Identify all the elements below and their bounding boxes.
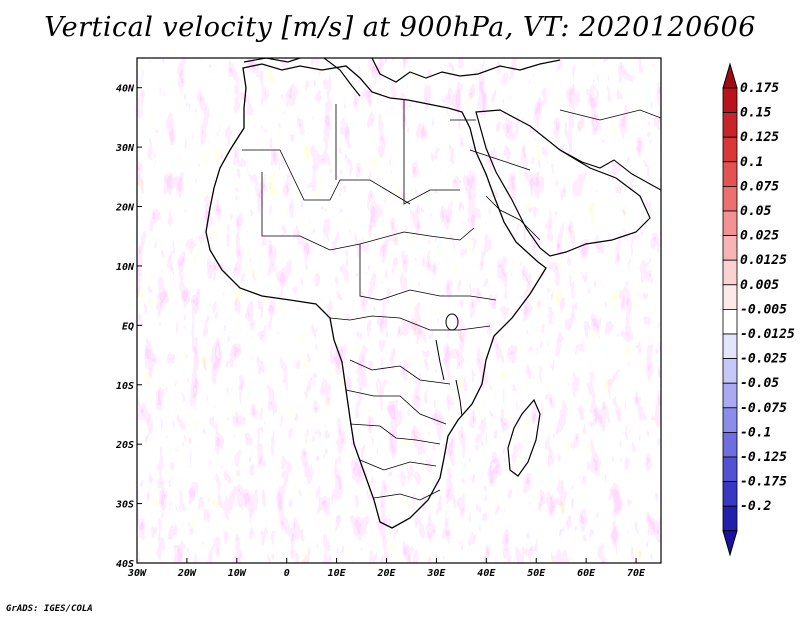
lon-tick-label: 60E xyxy=(577,568,596,579)
colorbar-swatch xyxy=(722,308,738,335)
lon-tick-label: 0 xyxy=(284,568,290,579)
colorbar-label: 0.15 xyxy=(740,106,771,121)
velocity-field xyxy=(137,58,661,563)
lat-tick-label: 20N xyxy=(115,203,135,214)
colorbar-label: -0.0125 xyxy=(740,327,795,342)
lat-tick-label: 40N xyxy=(116,84,135,95)
colorbar-label: 0.005 xyxy=(740,278,779,293)
lat-tick-label: 20S xyxy=(115,440,134,451)
colorbar-label: -0.05 xyxy=(740,376,779,391)
colorbar-swatch xyxy=(722,259,738,286)
lon-tick-label: 10W xyxy=(228,568,247,579)
colorbar-swatch xyxy=(722,87,738,114)
lat-tick-label: EQ xyxy=(122,321,134,332)
lat-tick-label: 10N xyxy=(116,262,135,273)
lon-tick-label: 70E xyxy=(627,568,646,579)
lat-tick-label: 40S xyxy=(116,559,134,570)
colorbar-label: -0.1 xyxy=(740,425,771,440)
country-borders xyxy=(242,100,661,501)
lon-tick-label: 50E xyxy=(527,568,546,579)
colorbar-label: -0.125 xyxy=(740,450,787,465)
map-overlay xyxy=(205,58,661,529)
lon-axis: 30W 20W 10W 0 10E 20E 30E 40E 50E 60E 70E xyxy=(127,558,646,579)
lon-tick-label: 30E xyxy=(426,568,446,579)
colorbar-swatch xyxy=(722,382,738,409)
colorbar-label: -0.005 xyxy=(740,302,787,317)
lon-tick-label: 20E xyxy=(376,568,396,579)
colorbar-top-arrow xyxy=(722,62,738,89)
plot-frame xyxy=(136,57,662,564)
colorbar-swatch xyxy=(722,333,738,360)
colorbar-swatch xyxy=(722,210,738,237)
colorbar-swatch xyxy=(722,112,738,138)
colorbar-swatch xyxy=(722,136,738,163)
lon-tick-label: 40E xyxy=(477,568,496,579)
colorbar-swatch xyxy=(722,284,738,310)
plot-area: 30W 20W 10W 0 10E 20E 30E 40E 50E 60E 70E 40N 30N 20… xyxy=(115,57,662,579)
colorbar-label: 0.025 xyxy=(740,229,779,244)
colorbar-label: 0.1 xyxy=(740,155,763,170)
lakes xyxy=(435,313,463,417)
colorbar-swatch xyxy=(722,481,738,507)
chart-title: Vertical velocity [m/s] at 900hPa, VT: 2… xyxy=(44,12,756,43)
colorbar-swatch xyxy=(722,407,738,433)
persian-gulf-coastline xyxy=(559,149,661,191)
lat-axis: 40N 30N 20N 10N EQ 10S 20S 30S 40S xyxy=(115,84,142,570)
lat-tick-label: 30N xyxy=(115,143,135,154)
colorbar-label: 0.05 xyxy=(740,204,771,219)
colorbar-label: 0.125 xyxy=(740,130,779,145)
lat-tick-label: 10S xyxy=(116,381,134,392)
colorbar-swatch xyxy=(722,161,738,187)
colorbar-label: -0.025 xyxy=(740,352,787,367)
lon-tick-label: 20W xyxy=(177,568,197,579)
colorbar-label: 0.0125 xyxy=(740,253,787,268)
lat-tick-label: 30S xyxy=(115,500,134,511)
colorbar-label: -0.075 xyxy=(740,401,787,416)
colorbar-label: -0.175 xyxy=(740,475,787,490)
colorbar: 0.175 0.15 0.125 0.1 0.075 0.05 0.025 0.0125 0.0… xyxy=(722,62,795,557)
europe-coastline xyxy=(243,58,561,97)
colorbar-swatch xyxy=(722,185,738,212)
colorbar-label: 0.175 xyxy=(740,81,779,96)
colorbar-label: 0.075 xyxy=(740,179,779,194)
colorbar-bottom-arrow xyxy=(722,530,738,557)
africa-coastline xyxy=(205,63,547,529)
madagascar-coastline xyxy=(507,398,541,477)
footer-credit: GrADS: IGES/COLA xyxy=(6,604,93,614)
colorbar-swatch xyxy=(722,456,738,483)
colorbar-swatch xyxy=(722,358,738,384)
colorbar-label: -0.2 xyxy=(740,499,771,514)
colorbar-swatch xyxy=(722,235,738,261)
colorbar-swatch xyxy=(722,431,738,458)
lon-tick-label: 30W xyxy=(127,568,147,579)
lon-tick-label: 10E xyxy=(328,568,347,579)
colorbar-swatch xyxy=(722,505,738,532)
